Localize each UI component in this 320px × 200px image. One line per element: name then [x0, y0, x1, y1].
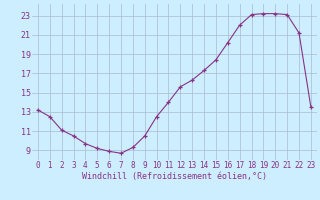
X-axis label: Windchill (Refroidissement éolien,°C): Windchill (Refroidissement éolien,°C): [82, 172, 267, 181]
